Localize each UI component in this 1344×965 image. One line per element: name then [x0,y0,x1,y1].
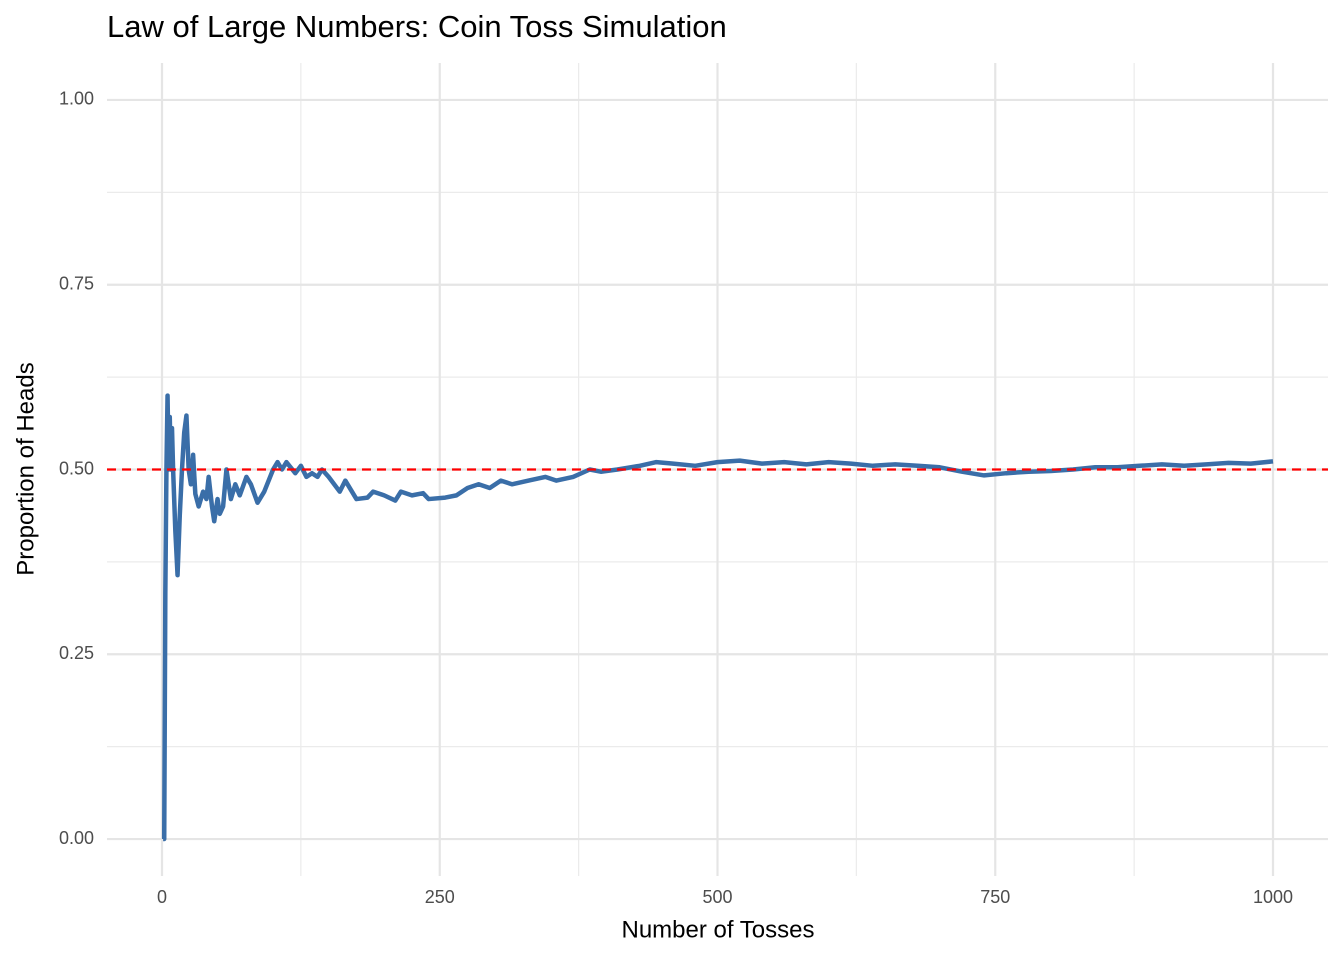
y-tick-label: 0.00 [59,828,94,848]
y-tick-label: 0.50 [59,458,94,478]
x-tick-label: 250 [425,887,455,907]
x-axis-label: Number of Tosses [622,916,815,943]
x-tick-label: 1000 [1253,887,1293,907]
chart-title: Law of Large Numbers: Coin Toss Simulati… [107,9,727,44]
y-axis-label: Proportion of Heads [12,362,39,575]
x-tick-label: 0 [157,887,167,907]
data-line [161,393,1274,842]
y-tick-label: 0.75 [59,273,94,293]
y-tick-label: 0.25 [59,643,94,663]
x-tick-label: 500 [702,887,732,907]
x-tick-label: 750 [980,887,1010,907]
y-tick-label: 1.00 [59,89,94,109]
